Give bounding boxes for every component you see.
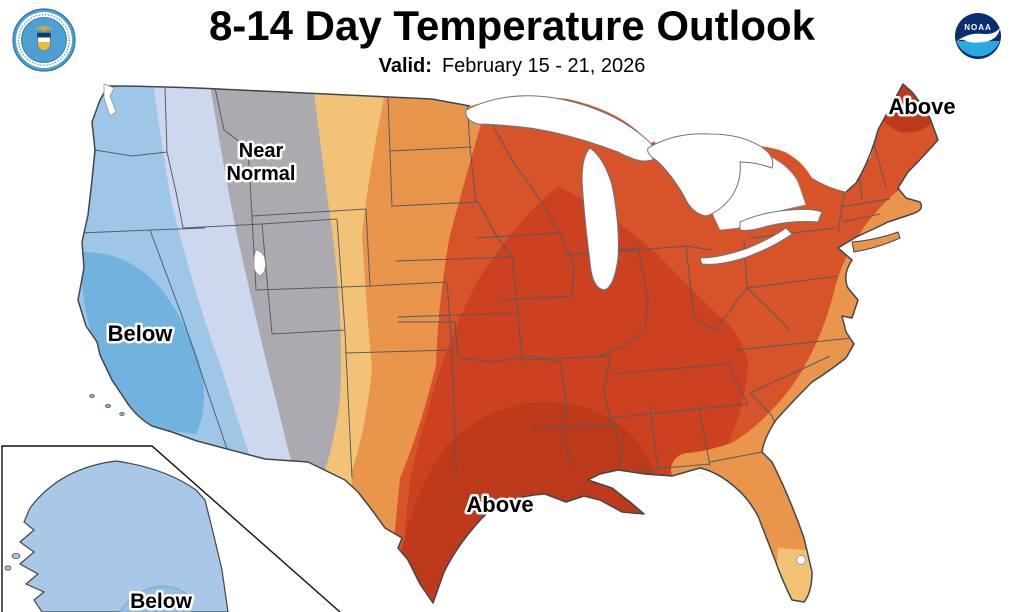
page-title: 8-14 Day Temperature Outlook [208, 2, 816, 49]
alaska-inset-border [1, 445, 341, 612]
state-borders [79, 87, 891, 479]
puget-sound [103, 83, 117, 117]
noaa-logo-text: NOAA [964, 23, 992, 32]
conus-outline [77, 83, 939, 604]
channel-islands [89, 394, 125, 416]
below-west-label: Below [108, 321, 174, 346]
near-normal-label-line1: Near [239, 140, 284, 162]
commerce-seal [12, 8, 76, 72]
aleutian-island [11, 553, 21, 560]
valid-dates: February 15 - 21, 2026 [441, 55, 646, 77]
lake-okeechobee [796, 555, 806, 565]
canada-mask [450, 76, 910, 190]
lake-erie [699, 227, 793, 265]
near-normal-label-line2: Normal [227, 163, 296, 185]
above-south-label: Above [466, 492, 533, 517]
lake-michigan [581, 147, 619, 291]
aleutian-island-2 [4, 565, 12, 571]
alaska-below-region [119, 585, 191, 612]
below-40-region [82, 252, 204, 434]
long-island [851, 231, 901, 253]
alaska-below-label: Below [130, 590, 193, 612]
above-northeast-label: Above [888, 94, 955, 119]
great-salt-lake [253, 249, 266, 277]
lake-ontario [739, 208, 823, 231]
lake-huron [647, 133, 774, 217]
seal-eagle [35, 26, 53, 32]
alaska-shape [18, 460, 229, 612]
valid-label: Valid: [378, 55, 432, 77]
lake-superior [465, 95, 656, 162]
valid-period: Valid: February 15 - 21, 2026 [0, 55, 1024, 78]
noaa-logo: NOAA [955, 13, 1001, 59]
alaska-inset [4, 460, 229, 612]
noaa-gull-icon [956, 28, 1000, 43]
